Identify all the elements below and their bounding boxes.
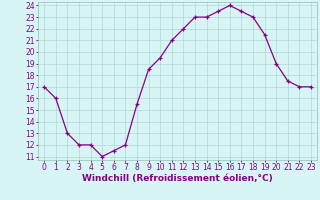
X-axis label: Windchill (Refroidissement éolien,°C): Windchill (Refroidissement éolien,°C) <box>82 174 273 183</box>
